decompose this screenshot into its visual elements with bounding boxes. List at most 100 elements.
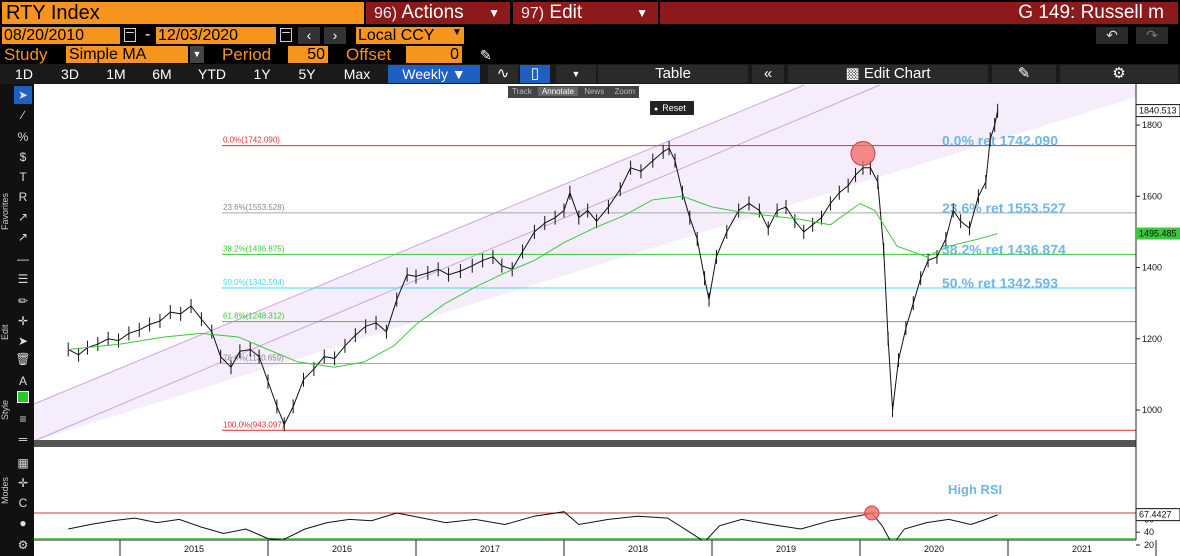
chart-area[interactable] — [34, 84, 1136, 540]
trash-icon[interactable]: 🗑 — [15, 352, 31, 366]
top-bar: RTY Index 96) Actions ▼ 97) Edit ▼ G 149… — [0, 0, 1180, 26]
previous-period-button[interactable]: ‹ — [298, 27, 320, 44]
chevron-down-icon: ▼ — [636, 6, 648, 20]
timeframe-1m-button[interactable]: 1M — [106, 66, 126, 82]
panel-separator — [34, 440, 1136, 447]
magnet-icon[interactable]: C — [18, 496, 28, 510]
annotation-toolbar: Track Annotate News Zoom — [508, 86, 639, 98]
offset-field[interactable]: 0 — [406, 46, 462, 63]
snap-icon[interactable]: ✛ — [17, 476, 29, 490]
fib-retracement: 0.0%(1742.090) 0.0% ret 1742.090 23.6%(155… — [222, 133, 1136, 431]
pen-icon[interactable]: ✎ — [480, 47, 492, 63]
price-tick-label: 1200 — [1142, 334, 1162, 344]
time-tick-label: 2016 — [332, 544, 352, 554]
calendar-icon[interactable] — [280, 28, 292, 42]
last-price-label: 1840.513 — [1139, 106, 1177, 116]
draw-pen-icon[interactable]: ✎ — [992, 65, 1056, 83]
gear-icon[interactable]: ⚙ — [1060, 65, 1178, 83]
currency-select[interactable]: Local CCY — [356, 27, 464, 44]
track-button[interactable]: Track — [512, 87, 532, 96]
timeframe-max-button[interactable]: Max — [343, 66, 371, 82]
text-tool-icon[interactable]: T — [19, 170, 27, 184]
moving-average-line — [68, 195, 998, 368]
font-icon[interactable]: A — [18, 374, 27, 388]
trendline-icon[interactable]: ∕ — [21, 108, 24, 122]
brush-icon[interactable]: ✏ — [17, 294, 29, 308]
study-type-dropdown[interactable]: ▼ — [190, 46, 204, 63]
period-label: Period — [222, 45, 272, 64]
timeframe-5y-button[interactable]: 5Y — [298, 66, 316, 82]
chart-type-dropdown[interactable]: ▼ — [556, 65, 596, 83]
rsi-last-box — [1135, 508, 1180, 522]
redo-button[interactable]: ↷ — [1136, 27, 1168, 44]
date-separator: - — [145, 26, 151, 43]
ray-icon[interactable]: ↗ — [17, 210, 29, 224]
price-line — [67, 110, 999, 426]
rsi-line — [68, 511, 998, 546]
bar-chart-icon[interactable]: ▯ — [520, 65, 550, 83]
timeframe-ytd-button[interactable]: YTD — [198, 66, 226, 82]
line-style-icon[interactable]: ═ — [18, 432, 28, 446]
fib-small-label: 38.2%(1436.875) — [223, 244, 285, 253]
rsi-highlight-circle — [864, 505, 880, 521]
timeframe-3d-button[interactable]: 3D — [61, 66, 79, 82]
channel-tool-icon[interactable]: ☰ — [17, 272, 29, 286]
rsi-tick-label: 20 — [1144, 540, 1154, 550]
edit-chart-button[interactable]: ▩ Edit Chart — [788, 65, 988, 83]
time-tick-label: 2020 — [924, 544, 944, 554]
horizontal-line-icon[interactable]: — — [17, 252, 29, 266]
percent-tool-icon[interactable]: % — [17, 130, 29, 144]
undo-button[interactable]: ↶ — [1096, 27, 1128, 44]
channel-lower-line — [33, 84, 881, 442]
timeframe-1y-button[interactable]: 1Y — [253, 66, 271, 82]
timeframe-6m-button[interactable]: 6M — [152, 66, 172, 82]
cursor-select-icon[interactable]: ➤ — [14, 86, 32, 104]
fib-small-label: 23.6%(1553.528) — [223, 203, 285, 212]
fib-ret-label: 0.0% ret 1742.090 — [942, 133, 1058, 149]
study-type-field[interactable]: Simple MA — [66, 46, 188, 63]
calendar-icon[interactable] — [124, 28, 136, 42]
channel-upper-line — [33, 84, 805, 405]
collapse-icon[interactable]: « — [752, 65, 784, 83]
fib-tool-icon[interactable]: R — [18, 190, 28, 204]
price-axis-bg — [1136, 84, 1180, 556]
color-swatch-icon[interactable] — [14, 390, 32, 408]
next-period-button[interactable]: › — [324, 27, 346, 44]
arrow-tool-icon[interactable]: ↗ — [17, 230, 29, 244]
fib-small-label: 76.4%(1130.659) — [223, 353, 284, 362]
dollar-tool-icon[interactable]: $ — [19, 150, 27, 164]
security-ticker-field[interactable]: RTY Index — [2, 2, 364, 24]
ma-value-label: 1495.485 — [1139, 229, 1177, 239]
ma-value-box — [1136, 227, 1180, 240]
annotate-button[interactable]: Annotate — [537, 87, 578, 96]
period-field[interactable]: 50 — [288, 46, 328, 63]
line-chart-icon[interactable]: ∿ — [488, 65, 518, 83]
rsi-last-label: 67.4427 — [1139, 510, 1172, 520]
frequency-select[interactable]: Weekly ▼ — [388, 65, 480, 83]
line-width-icon[interactable]: ≡ — [19, 412, 27, 426]
zoom-button[interactable]: Zoom — [614, 87, 635, 96]
end-date-field[interactable]: 12/03/2020 — [156, 27, 276, 44]
actions-menu-button[interactable]: 96) Actions ▼ — [366, 2, 510, 24]
news-button[interactable]: News — [584, 87, 605, 96]
pointer-edit-icon[interactable]: ➤ — [17, 334, 29, 348]
channel-fill — [34, 85, 1136, 441]
price-tick-label: 1800 — [1142, 120, 1162, 130]
move-icon[interactable]: ✛ — [17, 314, 29, 328]
date-range-bar: 08/20/2010 - 12/03/2020 ‹ › Local CCY ▼ … — [0, 26, 1180, 45]
settings-icon[interactable]: ⚙ — [17, 538, 29, 552]
edit-menu-button[interactable]: 97) Edit ▼ — [513, 2, 658, 24]
actions-menu-label: Actions — [401, 2, 464, 23]
table-button[interactable]: Table — [598, 65, 748, 83]
fib-small-label: 50.0%(1342.594) — [223, 278, 285, 287]
study-bar: Study Simple MA ▼ Period 50 Offset 0 ✎ — [0, 45, 1180, 64]
reset-button[interactable]: Reset — [650, 101, 694, 115]
time-tick-label: 2021 — [1072, 544, 1092, 554]
drawing-toolbar: Favorites Edit Style Modes ➤ ∕ % $ T R ↗… — [0, 84, 34, 556]
palette-icon[interactable]: ● — [19, 516, 27, 530]
crosshair-icon[interactable]: ▦ — [17, 456, 29, 470]
start-date-field[interactable]: 08/20/2010 — [2, 27, 120, 44]
time-tick-label: 2015 — [184, 544, 204, 554]
timeframe-1d-button[interactable]: 1D — [15, 66, 33, 82]
